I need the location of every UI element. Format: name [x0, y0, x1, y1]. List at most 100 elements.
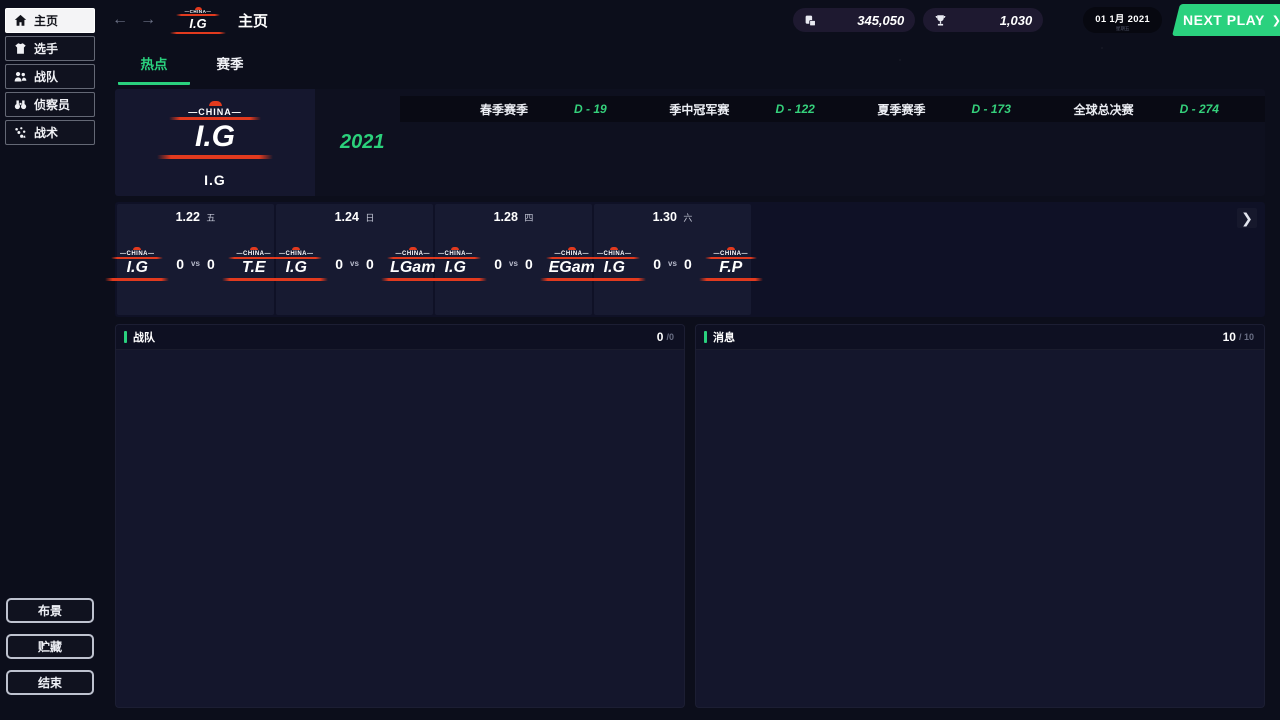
scene-button[interactable]: 布景: [6, 598, 94, 623]
match-date: 1.22: [175, 210, 200, 224]
home-score: 0: [176, 255, 185, 272]
match-card[interactable]: 1.28 四 —CHINA— I.G 0 vs 0: [423, 204, 604, 315]
sidebar-item-teams[interactable]: 战队: [5, 64, 95, 89]
match-weekday: 四: [524, 213, 534, 223]
countdown-summer: 夏季赛季 D - 173: [877, 102, 1011, 117]
away-score: 0: [683, 255, 692, 272]
home-icon: [13, 14, 27, 28]
vs-label: vs: [509, 259, 518, 269]
page-title: 主页: [238, 12, 269, 30]
date-chip: 01 1月 2021 星期五: [1083, 7, 1162, 33]
messages-total: / 10: [1238, 332, 1254, 342]
season-overview: 春季赛季 D - 19 季中冠军赛 D - 122 夏季赛季 D - 173 全…: [315, 89, 1265, 196]
home-score: 0: [494, 255, 503, 272]
tab-hotspots[interactable]: 热点: [118, 53, 190, 85]
jersey-icon: [13, 42, 27, 56]
away-team-logo: —CHINA— F.P: [698, 247, 763, 281]
schedule-next-chevron-icon[interactable]: ❯: [1237, 208, 1257, 228]
messages-panel-body: [696, 350, 1264, 707]
teams-panel-body: [116, 350, 684, 707]
team-logo: —CHINA— I.G: [157, 101, 273, 159]
logo-region-label: —CHINA—: [184, 8, 212, 14]
match-date: 1.28: [493, 210, 518, 224]
teams-panel-title: 战队: [133, 332, 155, 344]
teams-total: /0: [666, 332, 674, 342]
logo-team-name: I.G: [194, 120, 235, 153]
away-team-logo: —CHINA— EGam: [539, 247, 604, 281]
messages-panel-header: 消息 10 / 10: [696, 325, 1264, 350]
sidebar-bottom: 布景 贮藏 结束: [5, 598, 95, 706]
logo-team-name: I.G: [189, 15, 207, 31]
match-weekday: 日: [365, 213, 375, 223]
sidebar-item-label: 主页: [34, 14, 59, 28]
bottom-panels: 战队 0 /0 消息 10 / 10: [115, 324, 1265, 708]
next-play-button[interactable]: NEXT PLAY ❯: [1172, 4, 1280, 36]
sidebar-item-label: 战术: [34, 126, 59, 140]
match-card[interactable]: 1.30 六 —CHINA— I.G 0 vs 0: [582, 204, 763, 315]
team-icon: [13, 70, 27, 84]
team-summary-card: —CHINA— I.G I.G 春季赛季 D - 19 季中冠军赛 D - 12…: [115, 89, 1265, 196]
back-arrow-icon[interactable]: ←: [112, 11, 128, 28]
away-team-logo: —CHINA— LGam: [380, 247, 445, 281]
home-team-logo: —CHINA— I.G: [582, 247, 647, 281]
team-name-caption: I.G: [204, 172, 226, 188]
match-date: 1.24: [334, 210, 359, 224]
current-weekday: 星期五: [1115, 25, 1130, 31]
trophy-value: 1,030: [999, 12, 1033, 28]
team-logo-box: —CHINA— I.G I.G: [115, 89, 315, 196]
binoculars-icon: [13, 98, 27, 112]
season-year: 2021: [340, 131, 385, 153]
home-score: 0: [653, 255, 662, 272]
season-countdown-strip: 春季赛季 D - 19 季中冠军赛 D - 122 夏季赛季 D - 173 全…: [400, 96, 1265, 122]
money-value: 345,050: [857, 12, 905, 28]
history-nav: ← →: [112, 12, 156, 28]
match-card[interactable]: 1.22 五 —CHINA— I.G 0 vs 0: [105, 204, 286, 315]
home-team-logo: —CHINA— I.G: [423, 247, 488, 281]
trophy-icon: [934, 14, 947, 27]
match-date: 1.30: [652, 210, 677, 224]
messages-panel-title: 消息: [713, 332, 735, 344]
vs-label: vs: [191, 259, 200, 269]
match-card[interactable]: 1.24 日 —CHINA— I.G 0 vs 0: [264, 204, 445, 315]
end-button[interactable]: 结束: [6, 670, 94, 695]
sidebar-item-home[interactable]: 主页: [5, 8, 95, 33]
logo-region-label: —CHINA—: [188, 107, 242, 117]
forward-arrow-icon[interactable]: →: [140, 11, 156, 28]
content-tabs: 热点 赛季: [100, 40, 1280, 85]
money-display: 345,050: [793, 8, 916, 32]
sidebar-item-label: 战队: [34, 70, 59, 84]
home-score: 0: [335, 255, 344, 272]
home-team-logo: —CHINA— I.G: [105, 247, 170, 281]
teams-panel: 战队 0 /0: [115, 324, 685, 708]
sidebar: 主页 选手 战队 侦察员 战术 布景: [0, 0, 100, 720]
messages-count: 10: [1222, 330, 1236, 344]
logo-arc: [194, 6, 202, 10]
away-score: 0: [524, 255, 533, 272]
team-mini-logo[interactable]: —CHINA— I.G: [170, 6, 226, 34]
trophy-display: 1,030: [923, 8, 1044, 32]
vs-label: vs: [350, 259, 359, 269]
sidebar-item-scouts[interactable]: 侦察员: [5, 92, 95, 117]
accent-bar: [704, 331, 707, 343]
vs-label: vs: [668, 259, 677, 269]
logo-arc: [208, 101, 222, 106]
sidebar-item-players[interactable]: 选手: [5, 36, 95, 61]
away-score: 0: [365, 255, 374, 272]
away-score: 0: [206, 255, 215, 272]
current-date: 01 1月 2021: [1095, 13, 1150, 25]
sidebar-item-label: 侦察员: [34, 98, 71, 112]
tactics-icon: [13, 126, 27, 140]
home-team-logo: —CHINA— I.G: [264, 247, 329, 281]
messages-panel: 消息 10 / 10: [695, 324, 1265, 708]
teams-count: 0: [656, 330, 664, 344]
storage-button[interactable]: 贮藏: [6, 634, 94, 659]
sidebar-item-tactics[interactable]: 战术: [5, 120, 95, 145]
next-play-chevron-icon: ❯: [1271, 14, 1280, 27]
next-play-label: NEXT PLAY: [1182, 12, 1265, 28]
match-weekday: 五: [206, 213, 216, 223]
countdown-spring: 春季赛季 D - 19: [480, 102, 607, 117]
main-area: ← → —CHINA— I.G 主页 345,050: [100, 0, 1280, 720]
tab-season[interactable]: 赛季: [216, 57, 244, 72]
sidebar-item-label: 选手: [34, 42, 59, 56]
